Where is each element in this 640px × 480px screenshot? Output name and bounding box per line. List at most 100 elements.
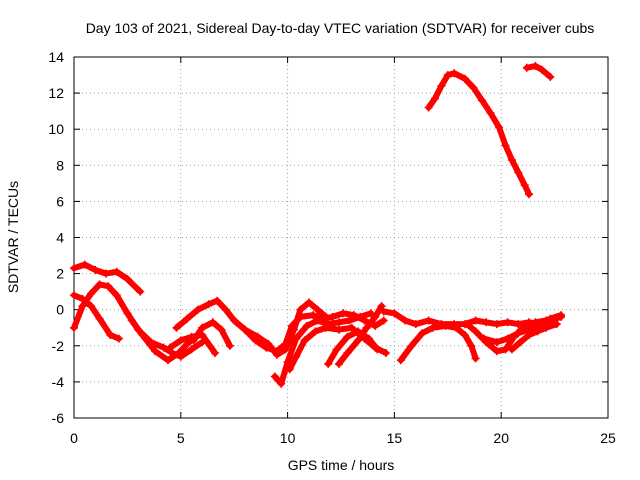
data-point-marker: [300, 336, 309, 345]
data-point-marker: [334, 325, 343, 334]
data-point-marker: [411, 320, 420, 329]
data-point-marker: [232, 318, 241, 327]
chart-title: Day 103 of 2021, Sidereal Day-to-day VTE…: [86, 20, 595, 36]
data-point-marker: [339, 309, 348, 318]
data-point-marker: [309, 311, 318, 320]
data-point-marker: [460, 320, 469, 329]
data-point-marker: [292, 352, 301, 361]
data-point-marker: [522, 63, 531, 72]
data-point-marker: [407, 341, 416, 350]
axis-ticks: [73, 56, 609, 419]
data-point-marker: [516, 338, 525, 347]
y-axis-label: SDTVAR / TECUs: [5, 181, 21, 293]
data-point-marker: [441, 321, 450, 330]
data-point-marker: [221, 305, 230, 314]
data-point-marker: [112, 291, 121, 300]
series-sat-g: [189, 318, 234, 350]
data-point-marker: [189, 336, 198, 345]
data-point-marker: [272, 347, 281, 356]
data-point-marker: [390, 309, 399, 318]
data-point-marker: [183, 314, 192, 323]
series-trace: [325, 328, 381, 367]
data-point-marker: [520, 181, 529, 190]
data-point-marker: [503, 334, 512, 343]
data-point-marker: [285, 365, 294, 374]
data-point-marker: [531, 62, 540, 70]
data-point-marker: [467, 341, 476, 350]
data-point-marker: [486, 109, 495, 117]
data-point-marker: [305, 298, 313, 307]
data-point-marker: [471, 316, 480, 325]
data-point-marker: [492, 347, 501, 356]
data-point-marker: [198, 323, 207, 332]
data-point-marker: [112, 267, 121, 276]
data-point-marker: [450, 69, 459, 78]
data-point-marker: [78, 302, 87, 311]
data-point-marker: [503, 318, 512, 327]
data-point-marker: [332, 345, 341, 354]
data-point-marker: [343, 332, 352, 341]
data-point-marker: [495, 123, 504, 132]
data-point-marker: [270, 372, 279, 381]
y-tick-label: 2: [56, 266, 64, 282]
data-point-marker: [437, 81, 446, 90]
data-point-marker: [296, 312, 305, 321]
data-point-marker: [371, 321, 380, 330]
series-sat-k: [324, 327, 382, 368]
data-point-marker: [114, 334, 123, 343]
data-point-marker: [296, 305, 305, 314]
data-point-marker: [514, 329, 523, 338]
data-point-marker: [313, 316, 322, 325]
data-point-marker: [70, 323, 78, 332]
data-point-marker: [102, 269, 110, 278]
data-point-marker: [482, 318, 491, 327]
data-point-marker: [262, 343, 271, 352]
data-point-marker: [379, 307, 388, 316]
y-tick-label: 14: [48, 49, 64, 65]
data-point-marker: [452, 323, 461, 332]
data-point-marker: [537, 65, 546, 74]
data-point-marker: [213, 296, 222, 305]
y-tick-label: 12: [48, 85, 64, 101]
y-tick-label: 0: [56, 302, 64, 318]
data-point-marker: [91, 266, 100, 274]
y-tick-label: -4: [52, 374, 65, 390]
data-point-marker: [87, 302, 96, 311]
data-point-marker: [371, 312, 380, 321]
data-point-marker: [104, 282, 113, 291]
data-point-marker: [251, 336, 260, 345]
data-point-marker: [151, 347, 160, 356]
data-point-marker: [311, 327, 320, 336]
data-point-marker: [362, 323, 371, 332]
data-point-marker: [166, 343, 175, 352]
data-point-marker: [345, 316, 354, 325]
data-point-marker: [80, 260, 89, 269]
data-point-marker: [225, 341, 234, 350]
data-point-marker: [514, 168, 523, 177]
data-point-marker: [460, 331, 469, 339]
data-point-marker: [354, 336, 363, 345]
data-point-marker: [87, 289, 96, 298]
series-sat-a: [70, 260, 145, 296]
data-point-marker: [334, 359, 343, 368]
series-sat-s: [522, 62, 555, 81]
data-point-marker: [123, 275, 132, 283]
data-point-marker: [211, 349, 219, 357]
data-point-marker: [204, 300, 213, 309]
x-tick-label: 20: [493, 430, 509, 446]
data-point-marker: [217, 325, 226, 334]
data-point-marker: [381, 349, 390, 357]
data-point-marker: [507, 155, 516, 164]
data-point-marker: [373, 345, 382, 354]
data-point-marker: [424, 316, 433, 325]
data-point-marker: [514, 320, 523, 329]
data-point-marker: [396, 356, 405, 365]
data-point-marker: [287, 321, 296, 330]
data-point-marker: [379, 316, 388, 325]
data-point-marker: [138, 331, 147, 339]
data-point-marker: [95, 314, 104, 323]
data-point-marker: [324, 359, 333, 368]
data-point-marker: [292, 334, 301, 343]
data-point-marker: [78, 294, 87, 303]
series-trace: [425, 70, 532, 198]
